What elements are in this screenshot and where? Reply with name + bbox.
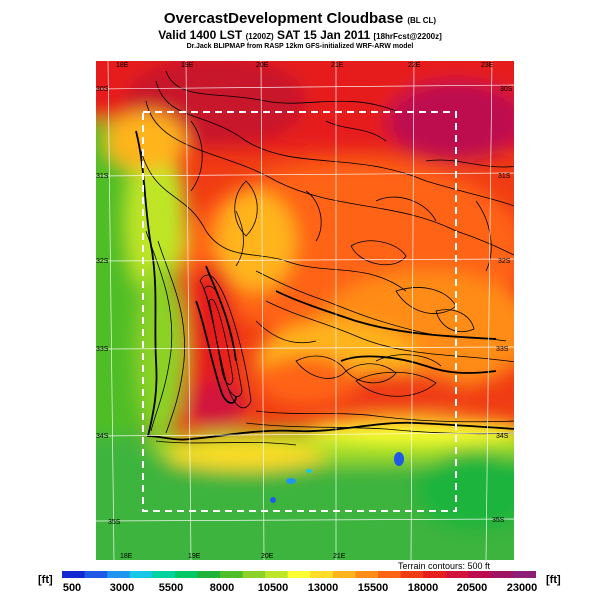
colorbar-swatch bbox=[468, 571, 492, 578]
colorbar-swatch bbox=[174, 571, 198, 578]
colorbar bbox=[62, 571, 536, 578]
lon-top-label: 22E bbox=[408, 62, 421, 69]
lat-right-label: 34S bbox=[496, 433, 509, 440]
colorbar-label: 500 bbox=[62, 582, 82, 594]
title-tag: (BL CL) bbox=[407, 16, 437, 25]
lon-bottom-label: 19E bbox=[188, 553, 201, 560]
forecast-tag: [18hrFcst@2200z] bbox=[373, 32, 442, 41]
colorbar-label: 20500 bbox=[456, 582, 488, 594]
lon-top-label: 23E bbox=[481, 62, 494, 69]
colorbar-swatch bbox=[445, 571, 469, 578]
colorbar-label: 13000 bbox=[307, 582, 339, 594]
lon-top-label: 21E bbox=[331, 62, 344, 69]
lat-right-label: 31S bbox=[498, 173, 511, 180]
lat-left-label: 32S bbox=[96, 258, 109, 265]
colorbar-unit-left: [ft] bbox=[38, 574, 53, 586]
forecast-map: 18E 19E 20E 21E 22E 23E 18E 19E 20E 21E … bbox=[96, 61, 514, 560]
lat-right-label: 32S bbox=[498, 258, 511, 265]
lat-right-label: 33S bbox=[496, 346, 509, 353]
lat-left-label: 31S bbox=[96, 173, 109, 180]
lon-bottom-label: 20E bbox=[261, 553, 274, 560]
domain-boundary bbox=[142, 111, 457, 512]
colorbar-swatch bbox=[332, 571, 356, 578]
colorbar-swatch bbox=[265, 571, 289, 578]
lat-left-label: 35S bbox=[108, 519, 121, 526]
colorbar-swatch bbox=[310, 571, 334, 578]
colorbar-swatch bbox=[513, 571, 536, 578]
lat-right-label: 35S bbox=[492, 517, 505, 524]
colorbar-swatch bbox=[400, 571, 424, 578]
map-title: OvercastDevelopment Cloudbase (BL CL) bbox=[163, 10, 437, 27]
lat-left-label: 30S bbox=[96, 86, 109, 93]
colorbar-label: 3000 bbox=[109, 582, 135, 594]
terrain-contour-note: Terrain contours: 500 ft bbox=[398, 561, 491, 571]
lat-left-label: 34S bbox=[96, 433, 109, 440]
lon-bottom-label: 18E bbox=[120, 553, 133, 560]
valid-time: Valid 1400 LST (1200Z) SAT 15 Jan 2011 [… bbox=[158, 28, 442, 42]
colorbar-swatch bbox=[84, 571, 108, 578]
colorbar-swatch bbox=[490, 571, 514, 578]
colorbar-swatch bbox=[129, 571, 153, 578]
colorbar-label: 10500 bbox=[257, 582, 289, 594]
colorbar-label: 8000 bbox=[209, 582, 235, 594]
colorbar-unit-right: [ft] bbox=[546, 574, 561, 586]
colorbar-label: 18000 bbox=[407, 582, 439, 594]
colorbar-swatch bbox=[242, 571, 266, 578]
cloudbase-field bbox=[96, 61, 514, 560]
colorbar-swatch bbox=[220, 571, 244, 578]
colorbar-swatch bbox=[378, 571, 402, 578]
coastline bbox=[135, 130, 514, 441]
colorbar-label: 23000 bbox=[506, 582, 538, 594]
colorbar-swatch bbox=[287, 571, 311, 578]
lat-left-label: 33S bbox=[96, 346, 109, 353]
lon-top-label: 19E bbox=[181, 62, 194, 69]
lon-top-label: 18E bbox=[116, 62, 129, 69]
lon-bottom-label: 21E bbox=[333, 553, 346, 560]
colorbar-swatch bbox=[62, 571, 86, 578]
colorbar-label: 5500 bbox=[158, 582, 184, 594]
model-credit: Dr.Jack BLIPMAP from RASP 12km GFS-initi… bbox=[186, 43, 414, 50]
colorbar-swatch bbox=[107, 571, 131, 578]
colorbar-swatch bbox=[355, 571, 379, 578]
colorbar-swatch bbox=[423, 571, 447, 578]
valid-utc: (1200Z) bbox=[245, 32, 274, 41]
colorbar-swatch bbox=[197, 571, 221, 578]
lon-top-label: 20E bbox=[256, 62, 269, 69]
coordinate-grid bbox=[96, 61, 514, 560]
colorbar-label: 15500 bbox=[357, 582, 389, 594]
colorbar-swatch bbox=[152, 571, 176, 578]
lat-right-label: 30S bbox=[500, 86, 513, 93]
